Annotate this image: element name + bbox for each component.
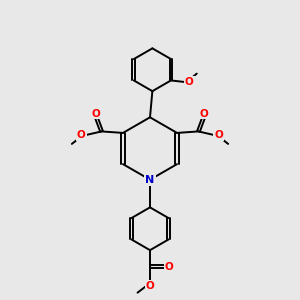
Text: O: O bbox=[146, 281, 154, 291]
Text: N: N bbox=[146, 175, 154, 185]
Text: O: O bbox=[165, 262, 174, 272]
Text: O: O bbox=[214, 130, 223, 140]
Text: O: O bbox=[92, 109, 100, 118]
Text: O: O bbox=[200, 109, 208, 118]
Text: O: O bbox=[185, 77, 194, 87]
Text: O: O bbox=[77, 130, 86, 140]
